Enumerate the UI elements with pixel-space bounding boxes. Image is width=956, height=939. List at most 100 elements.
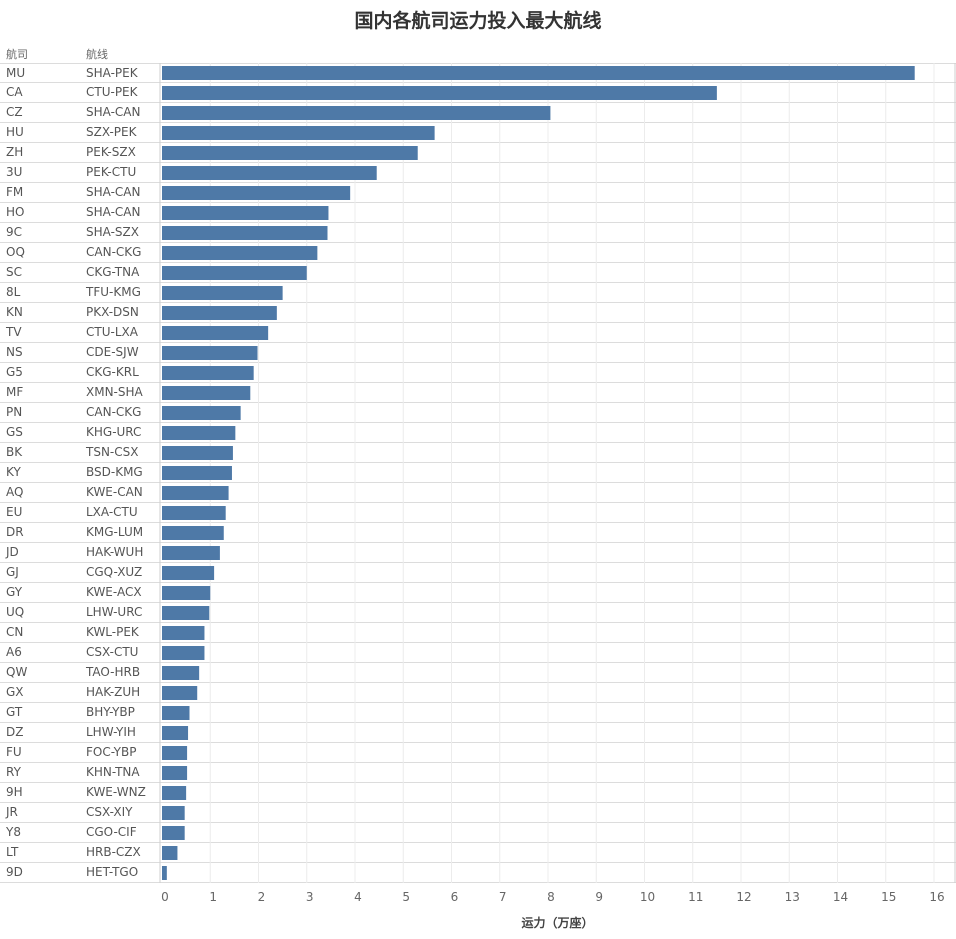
airline-label: FU (6, 745, 22, 759)
table-row: GJ CGQ-XUZ (0, 563, 956, 583)
table-row: PN CAN-CKG (0, 403, 956, 423)
x-tick-label: 7 (499, 890, 507, 904)
route-label: LHW-YIH (86, 725, 136, 739)
airline-label: SC (6, 265, 22, 279)
airline-label: NS (6, 345, 23, 359)
route-label: HAK-ZUH (86, 685, 141, 699)
airline-label: LT (6, 845, 19, 859)
bar-PN (162, 406, 241, 420)
bar-KY (162, 466, 232, 480)
table-row: 3U PEK-CTU (0, 163, 956, 183)
x-tick-label: 10 (640, 890, 655, 904)
table-row: A6 CSX-CTU (0, 643, 956, 663)
route-label: CSX-XIY (86, 805, 133, 819)
table-row: RY KHN-TNA (0, 763, 956, 783)
airline-label: UQ (6, 605, 25, 619)
table-row: JR CSX-XIY (0, 803, 956, 823)
table-row: 9C SHA-SZX (0, 223, 956, 243)
airline-label: MU (6, 66, 26, 80)
x-tick-label: 3 (306, 890, 314, 904)
airline-label: HO (6, 205, 25, 219)
airline-label: CN (6, 625, 24, 639)
bar-9D (162, 866, 167, 880)
table-row: JD HAK-WUH (0, 543, 956, 563)
table-row: TV CTU-LXA (0, 323, 956, 343)
table-row: HU SZX-PEK (0, 123, 956, 143)
table-row: KN PKX-DSN (0, 303, 956, 323)
route-label: KWE-WNZ (86, 785, 146, 799)
bar-MU (162, 66, 915, 80)
table-row: BK TSN-CSX (0, 443, 956, 463)
route-label: LHW-URC (86, 605, 143, 619)
airline-label: GJ (6, 565, 19, 579)
bar-DR (162, 526, 224, 540)
route-column-header: 航线 (86, 48, 108, 61)
table-row: FM SHA-CAN (0, 183, 956, 203)
bar-CA (162, 86, 717, 100)
table-row: MF XMN-SHA (0, 383, 956, 403)
route-label: TSN-CSX (86, 445, 139, 459)
table-row: DZ LHW-YIH (0, 723, 956, 743)
bar-CZ (162, 106, 551, 120)
route-label: CGO-CIF (86, 825, 137, 839)
airline-label: ZH (6, 145, 24, 159)
bar-9H (162, 786, 187, 800)
airline-label: JD (6, 545, 19, 559)
airline-label: GY (6, 585, 23, 599)
route-label: SHA-SZX (86, 225, 139, 239)
route-label: TAO-HRB (86, 665, 141, 679)
route-label: CKG-KRL (86, 365, 139, 379)
bar-FU (162, 746, 188, 760)
route-label: CDE-SJW (86, 345, 139, 359)
bar-BK (162, 446, 233, 460)
bar-LT (162, 846, 178, 860)
airline-label: RY (6, 765, 21, 779)
x-tick-label: 13 (785, 890, 800, 904)
airline-label: HU (6, 125, 24, 139)
airline-label: MF (6, 385, 24, 399)
bar-GY (162, 586, 211, 600)
x-tick-label: 2 (258, 890, 266, 904)
table-row: 9H KWE-WNZ (0, 783, 956, 803)
bar-HO (162, 206, 329, 220)
airline-label: CA (6, 85, 23, 99)
bar-GX (162, 686, 198, 700)
table-row: ZH PEK-SZX (0, 143, 956, 163)
bar-KN (162, 306, 277, 320)
bar-GT (162, 706, 190, 720)
route-label: CTU-PEK (86, 85, 138, 99)
bar-8L (162, 286, 283, 300)
bar-DZ (162, 726, 189, 740)
bar-QW (162, 666, 200, 680)
x-tick-label: 4 (354, 890, 362, 904)
airline-label: 9H (6, 785, 23, 799)
route-label: PKX-DSN (86, 305, 139, 319)
table-row: 8L TFU-KMG (0, 283, 956, 303)
bar-UQ (162, 606, 210, 620)
bar-G5 (162, 366, 254, 380)
bar-RY (162, 766, 188, 780)
airline-label: Y8 (6, 825, 21, 839)
airline-label: GX (6, 685, 24, 699)
bar-FM (162, 186, 351, 200)
table-row: LT HRB-CZX (0, 843, 956, 863)
airline-label: 9C (6, 225, 23, 239)
airline-label: OQ (6, 245, 25, 259)
chart-title: 国内各航司运力投入最大航线 (354, 10, 602, 32)
table-row: MU SHA-PEK (0, 63, 956, 83)
bar-GS (162, 426, 236, 440)
x-tick-label: 9 (595, 890, 603, 904)
table-row: GX HAK-ZUH (0, 683, 956, 703)
airline-label: QW (6, 665, 28, 679)
route-label: SZX-PEK (86, 125, 137, 139)
x-tick-label: 5 (402, 890, 410, 904)
bar-GJ (162, 566, 215, 580)
airline-label: KY (6, 465, 21, 479)
airline-label: FM (6, 185, 24, 199)
route-label: KWL-PEK (86, 625, 139, 639)
bar-CN (162, 626, 205, 640)
route-label: SHA-PEK (86, 66, 138, 80)
airline-label: BK (6, 445, 23, 459)
route-label: BHY-YBP (86, 705, 135, 719)
